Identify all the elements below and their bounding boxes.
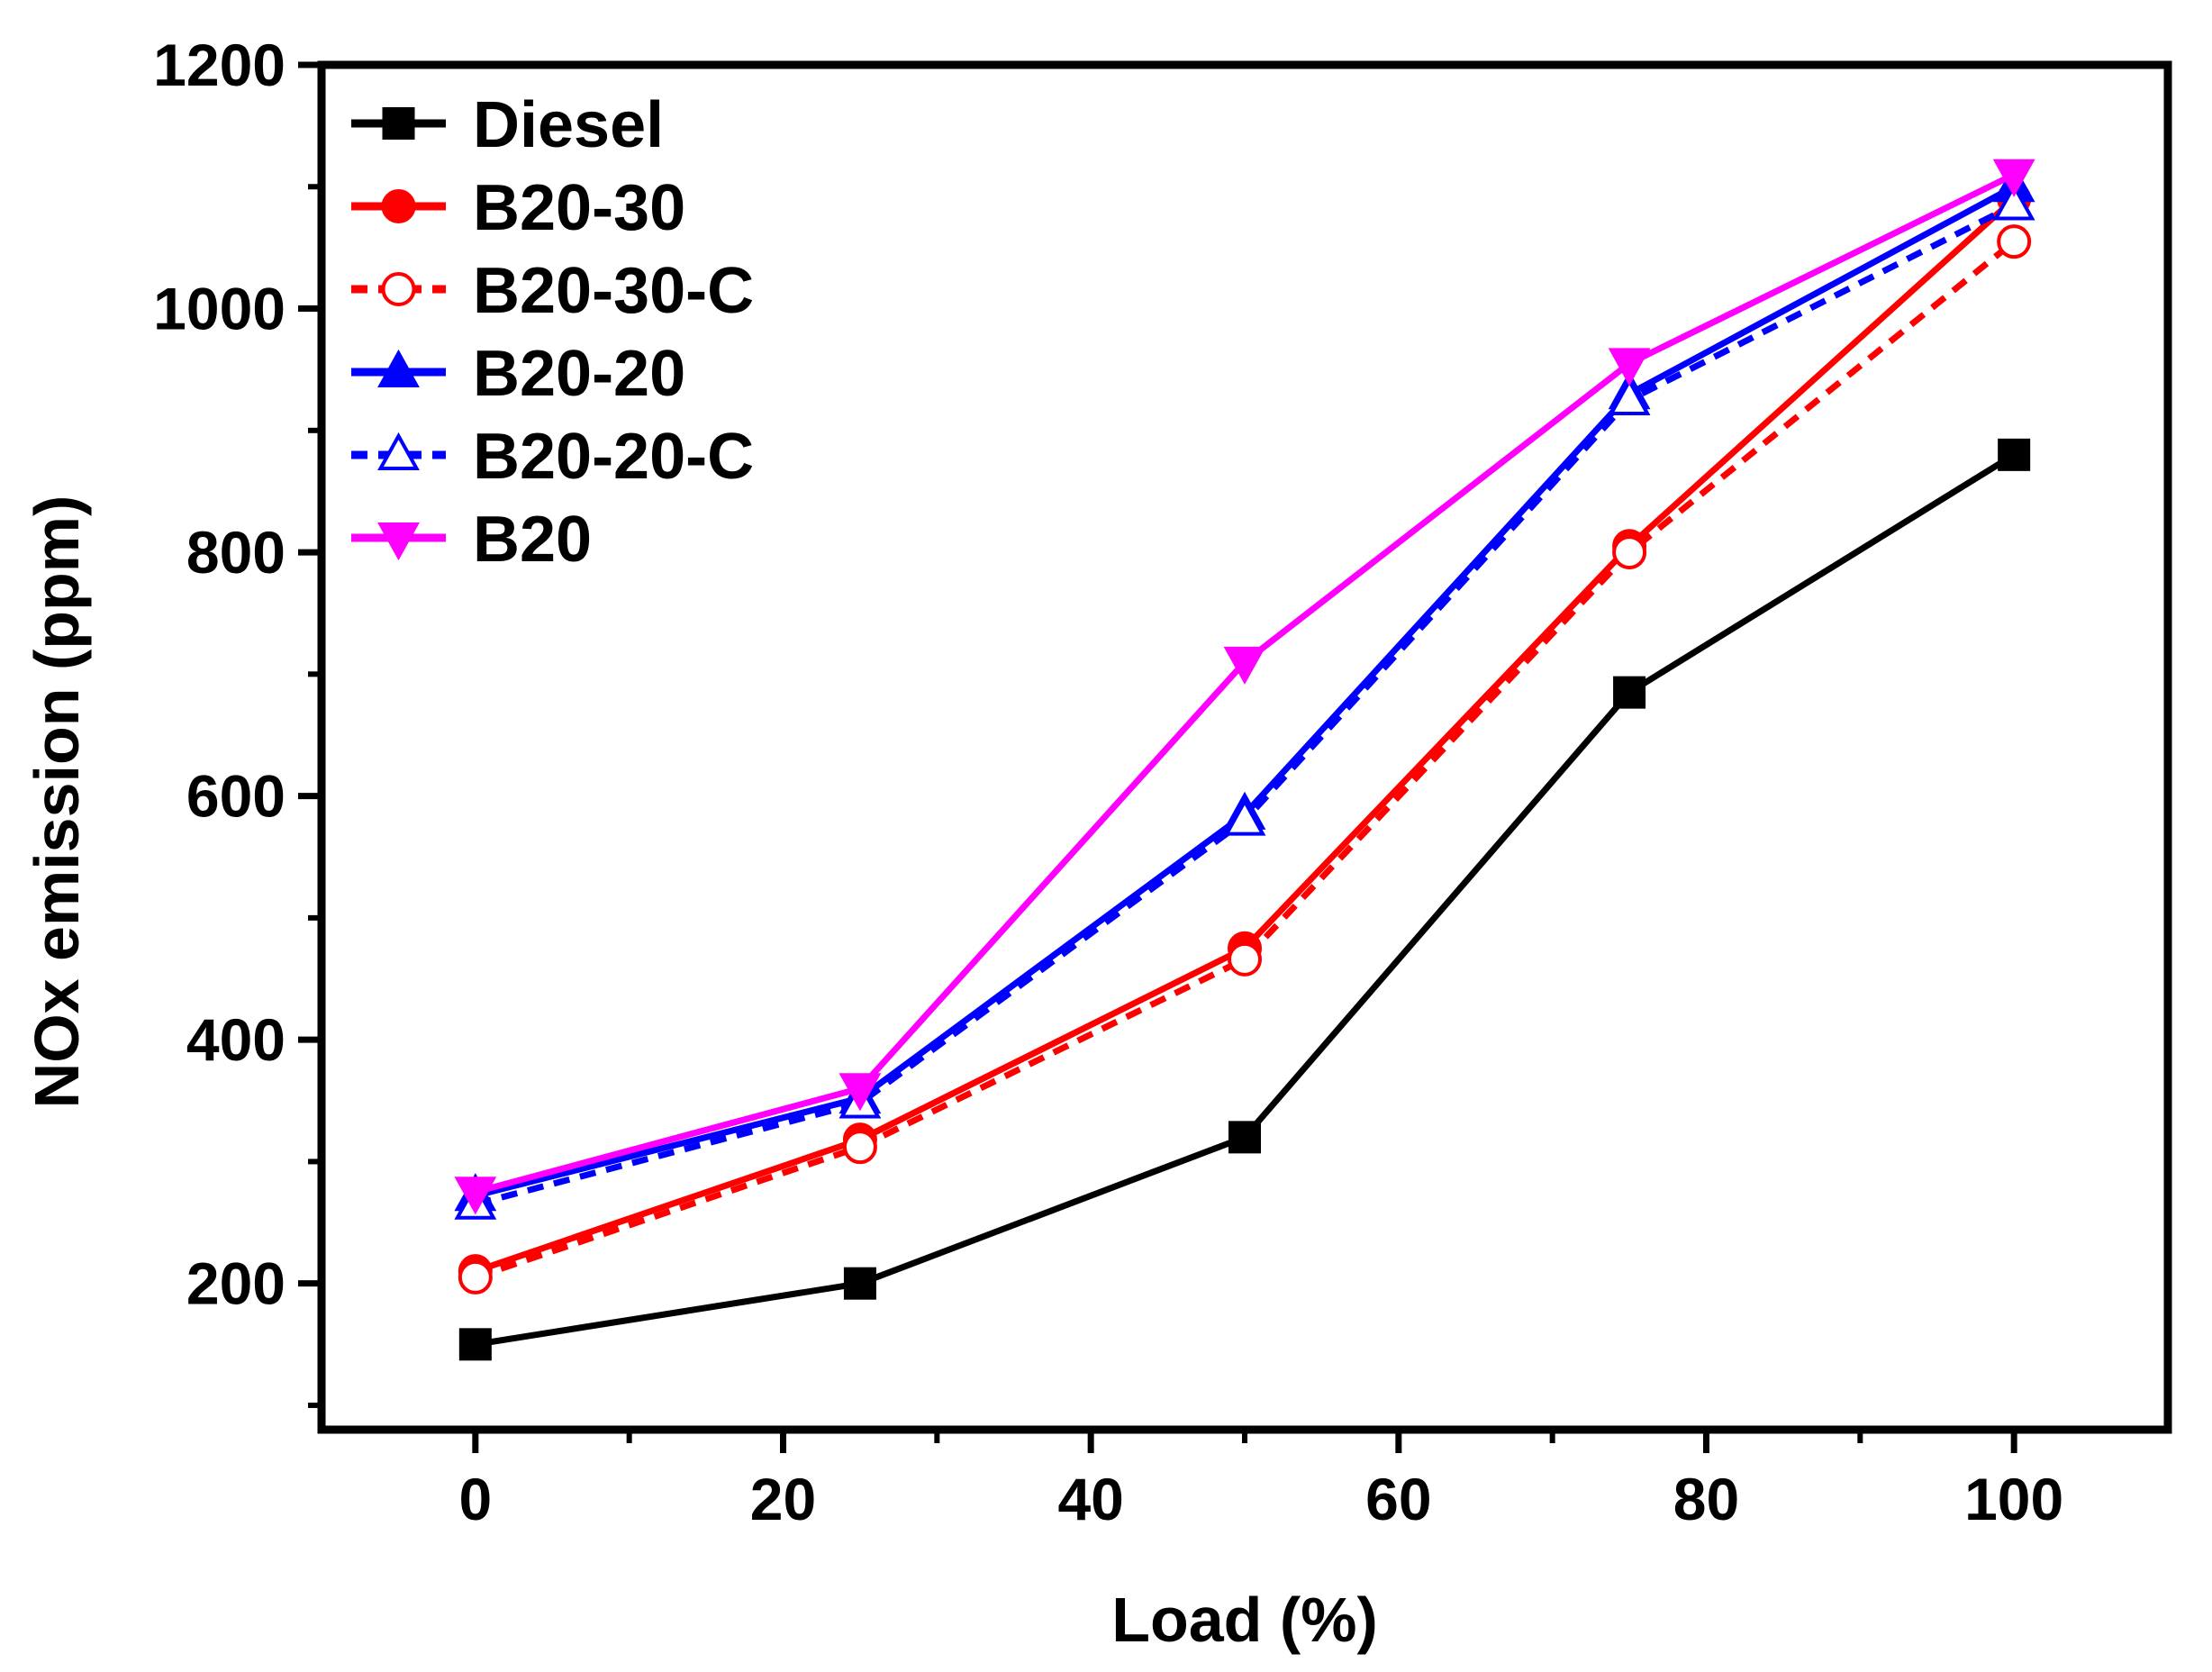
legend-marker [377,349,420,387]
legend-label: B20-30-C [473,255,754,327]
x-tick-label: 0 [458,1466,492,1532]
data-point [843,1267,876,1300]
series-b20-20-c [454,182,2035,1220]
legend-marker [381,272,416,306]
legend-marker [382,107,415,140]
data-point [1228,941,1262,977]
legend-item: B20-30-C [351,255,754,327]
data-point [1223,797,1266,836]
legend-marker [377,432,420,470]
data-point [1612,535,1647,570]
legend-item: B20 [351,504,592,576]
series-line [475,451,2017,1348]
data-point [1998,438,2031,471]
y-axis-ticks: 200 400 600 800 1000 1200 [153,32,322,1408]
legend-item: B20-30 [351,172,685,244]
data-point [1223,646,1266,685]
legend-marker [381,189,416,223]
legend-label: B20 [473,504,592,576]
legend-item: B20-20 [351,338,685,410]
x-tick-label: 100 [1964,1466,2063,1532]
data-point [1228,1121,1261,1154]
legend-item: B20-20-C [351,421,754,493]
y-tick-label: 400 [186,1006,286,1073]
x-axis-label: Load (%) [1111,1585,1378,1655]
y-tick-label: 600 [186,763,286,830]
series-line [474,239,2017,1281]
legend-label: Diesel [473,89,664,161]
y-tick-label: 1000 [153,276,286,342]
data-point [1608,348,1651,386]
legend: Diesel B20-30 B20-30-C B20-20 B20-20-C B20 [351,89,754,576]
data-point [458,1259,493,1295]
legend-label: B20-20-C [473,421,754,493]
y-tick-label: 1200 [153,32,286,98]
data-point [454,1177,497,1215]
y-tick-label: 200 [186,1250,286,1317]
x-tick-label: 80 [1673,1466,1739,1532]
legend-item: Diesel [351,89,664,161]
data-point [1608,377,1651,415]
x-axis-ticks: 0 20 40 60 80 100 [458,1430,2063,1532]
data-point [1992,182,2035,221]
series-line [474,202,2016,1208]
data-point [1992,159,2035,197]
series-line [474,196,2017,1275]
data-point [839,1073,882,1112]
legend-label: B20-20 [473,338,685,410]
x-tick-label: 40 [1057,1466,1123,1532]
series-b20 [454,159,2035,1215]
legend-label: B20-30 [473,172,685,244]
data-point [842,1130,877,1165]
series-layer [454,159,2035,1361]
series-b20-30-c [458,224,2032,1295]
y-axis-label: NOx emission (ppm) [22,495,92,1109]
legend-marker [377,522,420,561]
series-line [474,184,2016,1199]
x-tick-label: 20 [750,1466,816,1532]
series-diesel [458,438,2031,1361]
data-point [458,1328,492,1361]
x-tick-label: 60 [1365,1466,1431,1532]
y-tick-label: 800 [186,519,286,586]
data-point [1613,676,1646,709]
data-point [1997,224,2032,259]
